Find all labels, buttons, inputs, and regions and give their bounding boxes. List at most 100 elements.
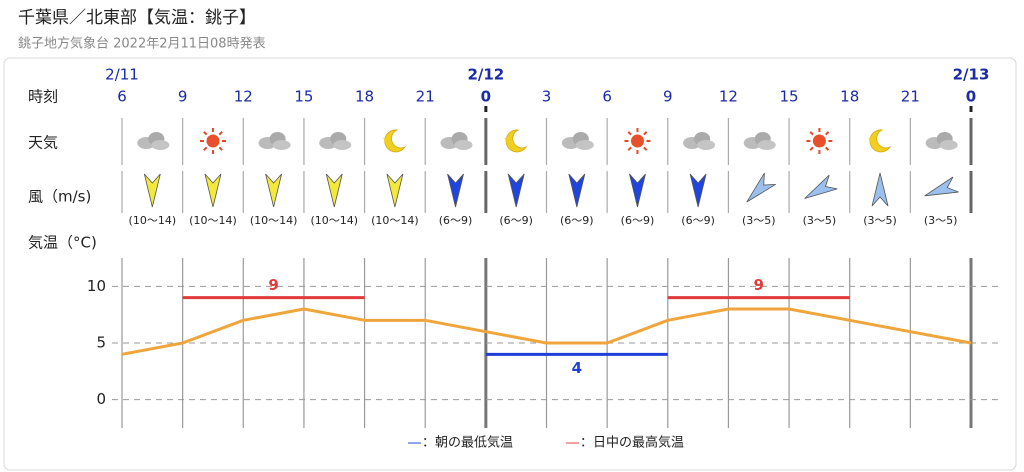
wind-label: (3〜5) — [863, 214, 897, 227]
subtitle: 銚子地方気象台 2022年2月11日08時発表 — [18, 36, 266, 52]
date-label: 2/11 — [105, 66, 139, 84]
x-tick-label: 21 — [901, 88, 920, 106]
wind-arrow — [386, 173, 404, 208]
x-tick-label: 6 — [602, 88, 612, 106]
weather-icon — [258, 132, 291, 150]
wind-label: (10〜14) — [371, 214, 419, 227]
row-label: 気温（°C) — [28, 234, 97, 252]
weather-icon — [925, 132, 958, 150]
sun-ray — [218, 131, 223, 136]
arrow-shape — [265, 173, 282, 208]
x-tick-label: 15 — [780, 88, 799, 106]
arrow-shape — [629, 173, 646, 208]
arrow-shape — [871, 172, 889, 207]
arrow-shape — [924, 176, 959, 197]
legend-symbol: ― — [566, 436, 579, 451]
arrow-shape — [143, 173, 161, 208]
weather-icon — [382, 129, 407, 153]
wind-arrow — [629, 173, 646, 208]
wind-arrow — [447, 173, 464, 208]
date-label: 2/12 — [467, 66, 504, 84]
x-tick-label: 15 — [294, 88, 313, 106]
wind-label: (6〜9) — [560, 214, 594, 227]
wind-label: (10〜14) — [189, 214, 237, 227]
wind-label: (3〜5) — [803, 214, 837, 227]
arrow-shape — [689, 173, 707, 208]
legend-label: ：朝の最低気温 — [422, 435, 513, 451]
sun-ray — [825, 146, 830, 151]
star — [867, 135, 877, 143]
cloud-part — [151, 140, 170, 150]
cloud-part — [272, 140, 291, 150]
weather-icon — [683, 132, 716, 150]
arrow-shape — [204, 173, 222, 208]
moon — [505, 129, 528, 153]
wind-label: (6〜9) — [439, 214, 473, 227]
temperature-line — [121, 307, 972, 356]
arrow-shape — [386, 173, 404, 208]
wind-label: (3〜5) — [742, 214, 776, 227]
cloud-part — [333, 140, 352, 150]
wind-arrow — [507, 173, 525, 208]
sun-ray — [203, 146, 208, 151]
weather-icon — [624, 128, 651, 154]
wind-label: (6〜9) — [681, 214, 715, 227]
sun-ray — [643, 146, 648, 151]
weather-icon — [440, 132, 473, 150]
x-tick-label: 0 — [966, 88, 976, 106]
wind-arrow — [871, 172, 889, 207]
arrow-shape — [325, 173, 343, 208]
x-tick-label: 0 — [481, 88, 491, 106]
x-tick-label: 18 — [840, 88, 859, 106]
cloud-part — [454, 140, 473, 150]
cloud-part — [757, 140, 776, 150]
moon — [869, 129, 892, 153]
wind-arrow — [204, 173, 222, 208]
x-tick-label: 21 — [416, 88, 435, 106]
x-tick-label: 6 — [117, 88, 127, 106]
arrow-shape — [804, 174, 838, 199]
weather-icon — [503, 129, 528, 153]
weather-icon — [137, 132, 170, 150]
panel — [3, 57, 1017, 471]
x-tick-label: 9 — [663, 88, 673, 106]
x-tick-label: 3 — [542, 88, 552, 106]
wind-label: (3〜5) — [924, 214, 958, 227]
y-tick-label: 10 — [87, 277, 106, 295]
title: 千葉県／北東部【気温：銚子】 — [18, 8, 256, 28]
weather-icon — [867, 129, 892, 153]
weather-icon — [319, 132, 352, 150]
x-tick-label: 12 — [234, 88, 253, 106]
y-tick-label: 0 — [96, 390, 106, 408]
row-label: 風（m/s) — [28, 188, 91, 206]
x-tick-label: 18 — [355, 88, 374, 106]
sun-ray — [203, 131, 208, 136]
wind-arrow — [804, 174, 838, 199]
sun-disc — [206, 134, 220, 148]
row-label: 時刻 — [28, 88, 58, 106]
x-tick-label: 9 — [178, 88, 188, 106]
sun-ray — [643, 131, 648, 136]
weather-icon — [806, 128, 833, 154]
wind-label: (6〜9) — [499, 214, 533, 227]
sun-ray — [809, 131, 814, 136]
wind-arrow — [325, 173, 343, 208]
weather-icon — [199, 128, 226, 154]
sun-ray — [809, 146, 814, 151]
wind-arrow — [746, 172, 776, 203]
y-tick-label: 5 — [96, 334, 106, 352]
extreme-label: 9 — [754, 276, 764, 294]
row-label: 天気 — [28, 134, 58, 152]
wind-label: (10〜14) — [129, 214, 177, 227]
weather-icon — [561, 132, 594, 150]
wind-label: (10〜14) — [250, 214, 298, 227]
arrow-shape — [447, 173, 464, 208]
sun-disc — [812, 134, 826, 148]
extreme-label: 9 — [268, 276, 278, 294]
star — [382, 135, 392, 143]
legend-symbol: ― — [408, 436, 421, 451]
arrow-shape — [507, 173, 525, 208]
weather-icon — [743, 132, 776, 150]
arrow-shape — [746, 172, 776, 203]
